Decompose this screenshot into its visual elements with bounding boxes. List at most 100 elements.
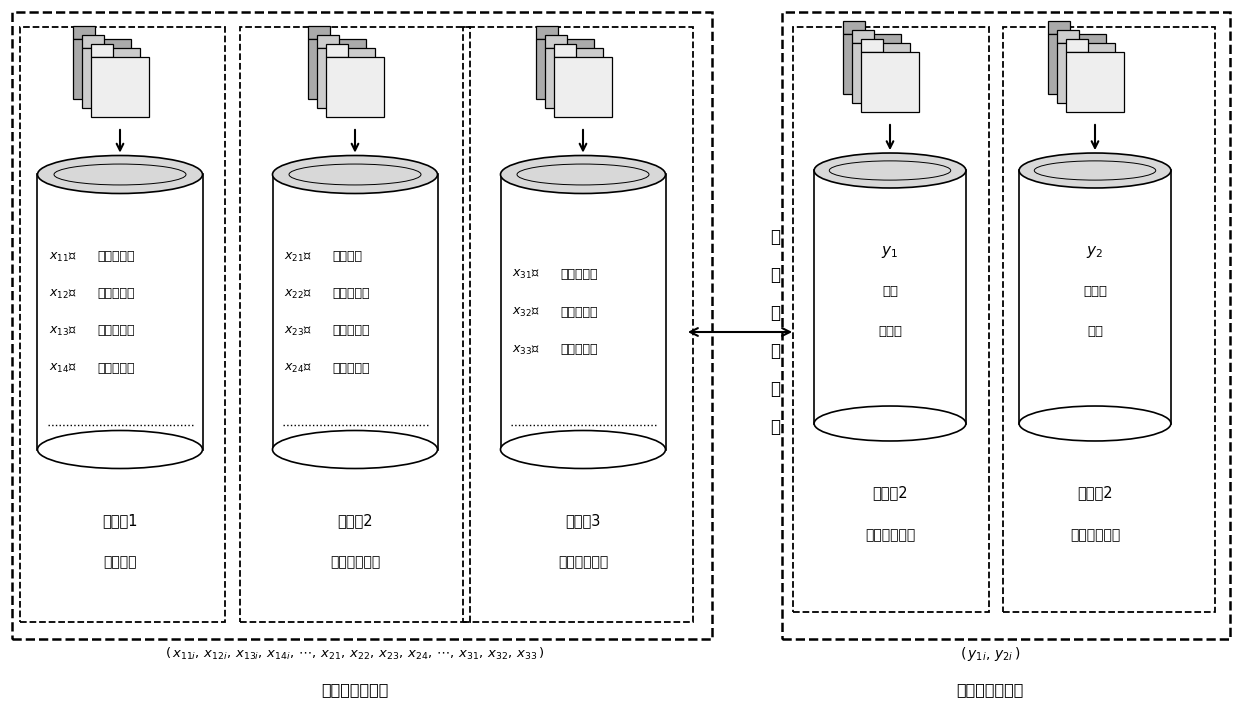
Ellipse shape	[815, 406, 966, 441]
Polygon shape	[91, 44, 113, 57]
Text: $x_{32}$：: $x_{32}$：	[512, 305, 541, 318]
Bar	[1056, 43, 1115, 103]
Polygon shape	[546, 35, 567, 48]
Bar	[501, 174, 666, 449]
Text: $x_{24}$：: $x_{24}$：	[284, 361, 312, 374]
Text: 初始状态信息: 初始状态信息	[330, 555, 381, 569]
Polygon shape	[536, 25, 558, 39]
Text: 关: 关	[770, 380, 780, 398]
Bar	[1003, 27, 1215, 612]
Polygon shape	[843, 21, 866, 34]
Text: 构: 构	[770, 228, 780, 246]
Bar	[326, 57, 384, 117]
Text: 铁水装入量: 铁水装入量	[98, 251, 135, 263]
Bar	[554, 57, 613, 117]
Bar	[794, 27, 990, 612]
Text: $x_{31}$：: $x_{31}$：	[512, 268, 541, 281]
Text: 累计耗氧量: 累计耗氧量	[560, 343, 598, 356]
Ellipse shape	[501, 156, 666, 193]
Polygon shape	[1048, 21, 1070, 34]
Polygon shape	[317, 35, 339, 48]
Bar	[843, 34, 901, 94]
Text: 石灰装入量: 石灰装入量	[98, 324, 135, 337]
Text: $x_{22}$：: $x_{22}$：	[284, 287, 312, 300]
Text: 数据库1: 数据库1	[102, 513, 138, 528]
Bar	[546, 48, 603, 108]
Text: 系: 系	[770, 418, 780, 436]
Ellipse shape	[273, 156, 438, 193]
Bar	[1019, 171, 1171, 424]
Polygon shape	[1066, 39, 1087, 52]
Text: 终点: 终点	[882, 286, 898, 299]
Text: 初始状态信息: 初始状态信息	[864, 528, 915, 542]
Polygon shape	[1056, 30, 1079, 43]
Ellipse shape	[1019, 153, 1171, 188]
Text: 终点目标信息: 终点目标信息	[558, 555, 608, 569]
Text: 废钢装入量: 废钢装入量	[98, 287, 135, 300]
Bar	[463, 27, 693, 622]
Bar	[91, 57, 149, 117]
Text: $x_{12}$：: $x_{12}$：	[50, 287, 77, 300]
Ellipse shape	[1019, 406, 1171, 441]
Text: 终点温: 终点温	[1083, 286, 1107, 299]
Bar	[536, 39, 594, 99]
Text: $x_{23}$：: $x_{23}$：	[284, 324, 312, 337]
Text: 初始状态信息: 初始状态信息	[1070, 528, 1120, 542]
Text: 数据库2: 数据库2	[1078, 486, 1112, 500]
Text: $x_{21}$：: $x_{21}$：	[284, 250, 312, 264]
Bar	[12, 12, 712, 639]
Bar	[20, 27, 224, 622]
Bar	[782, 12, 1230, 639]
Bar	[73, 39, 131, 99]
Text: 数据库3: 数据库3	[565, 513, 600, 528]
Text: 碳含量: 碳含量	[878, 326, 901, 339]
Polygon shape	[852, 30, 874, 43]
Text: 建: 建	[770, 266, 780, 284]
Polygon shape	[308, 25, 330, 39]
Text: $y_2$: $y_2$	[1086, 244, 1104, 260]
Bar	[852, 43, 910, 103]
Text: 数据库2: 数据库2	[337, 513, 373, 528]
Polygon shape	[82, 35, 104, 48]
Bar	[37, 174, 202, 449]
Bar	[317, 48, 374, 108]
Text: $x_{14}$：: $x_{14}$：	[50, 361, 77, 374]
Text: 铁水碳含量: 铁水碳含量	[332, 287, 370, 300]
Bar	[241, 27, 470, 622]
Ellipse shape	[501, 430, 666, 468]
Polygon shape	[326, 44, 348, 57]
Polygon shape	[861, 39, 883, 52]
Text: 目标温度值: 目标温度值	[560, 305, 598, 318]
Bar	[1066, 52, 1123, 112]
Text: 第一类样本输出: 第一类样本输出	[956, 683, 1024, 697]
Text: 度值: 度值	[1087, 326, 1104, 339]
Text: 铁水硫含量: 铁水硫含量	[332, 361, 370, 374]
Ellipse shape	[37, 156, 202, 193]
Text: 目标碳含量: 目标碳含量	[560, 268, 598, 281]
Text: $(\,y_{1i},\,y_{2i}\,)$: $(\,y_{1i},\,y_{2i}\,)$	[960, 645, 1021, 663]
Text: $x_{13}$：: $x_{13}$：	[50, 324, 77, 337]
Bar	[273, 174, 438, 449]
Text: 第一类样本输入: 第一类样本输入	[321, 683, 388, 697]
Ellipse shape	[273, 430, 438, 468]
Text: 配料信息: 配料信息	[103, 555, 136, 569]
Bar	[815, 171, 966, 424]
Polygon shape	[554, 44, 577, 57]
Bar	[308, 39, 366, 99]
Text: 铁水硅含量: 铁水硅含量	[332, 324, 370, 337]
Text: $x_{11}$：: $x_{11}$：	[50, 250, 77, 264]
Bar	[82, 48, 140, 108]
Text: 萤石装入量: 萤石装入量	[98, 361, 135, 374]
Text: $x_{33}$：: $x_{33}$：	[512, 343, 541, 356]
Polygon shape	[73, 25, 95, 39]
Bar	[861, 52, 919, 112]
Text: 铁水温度: 铁水温度	[332, 251, 362, 263]
Ellipse shape	[37, 430, 202, 468]
Text: $(\,x_{11i},\,x_{12i},\,x_{13i},\,x_{14i},\,\cdots,\,x_{21},\,x_{22},\,x_{23},\,: $(\,x_{11i},\,x_{12i},\,x_{13i},\,x_{14i…	[165, 646, 544, 662]
Bar	[1048, 34, 1106, 94]
Text: 量: 量	[770, 342, 780, 360]
Text: 数: 数	[770, 304, 780, 322]
Text: 数据库2: 数据库2	[872, 486, 908, 500]
Ellipse shape	[815, 153, 966, 188]
Text: $y_1$: $y_1$	[882, 244, 899, 260]
